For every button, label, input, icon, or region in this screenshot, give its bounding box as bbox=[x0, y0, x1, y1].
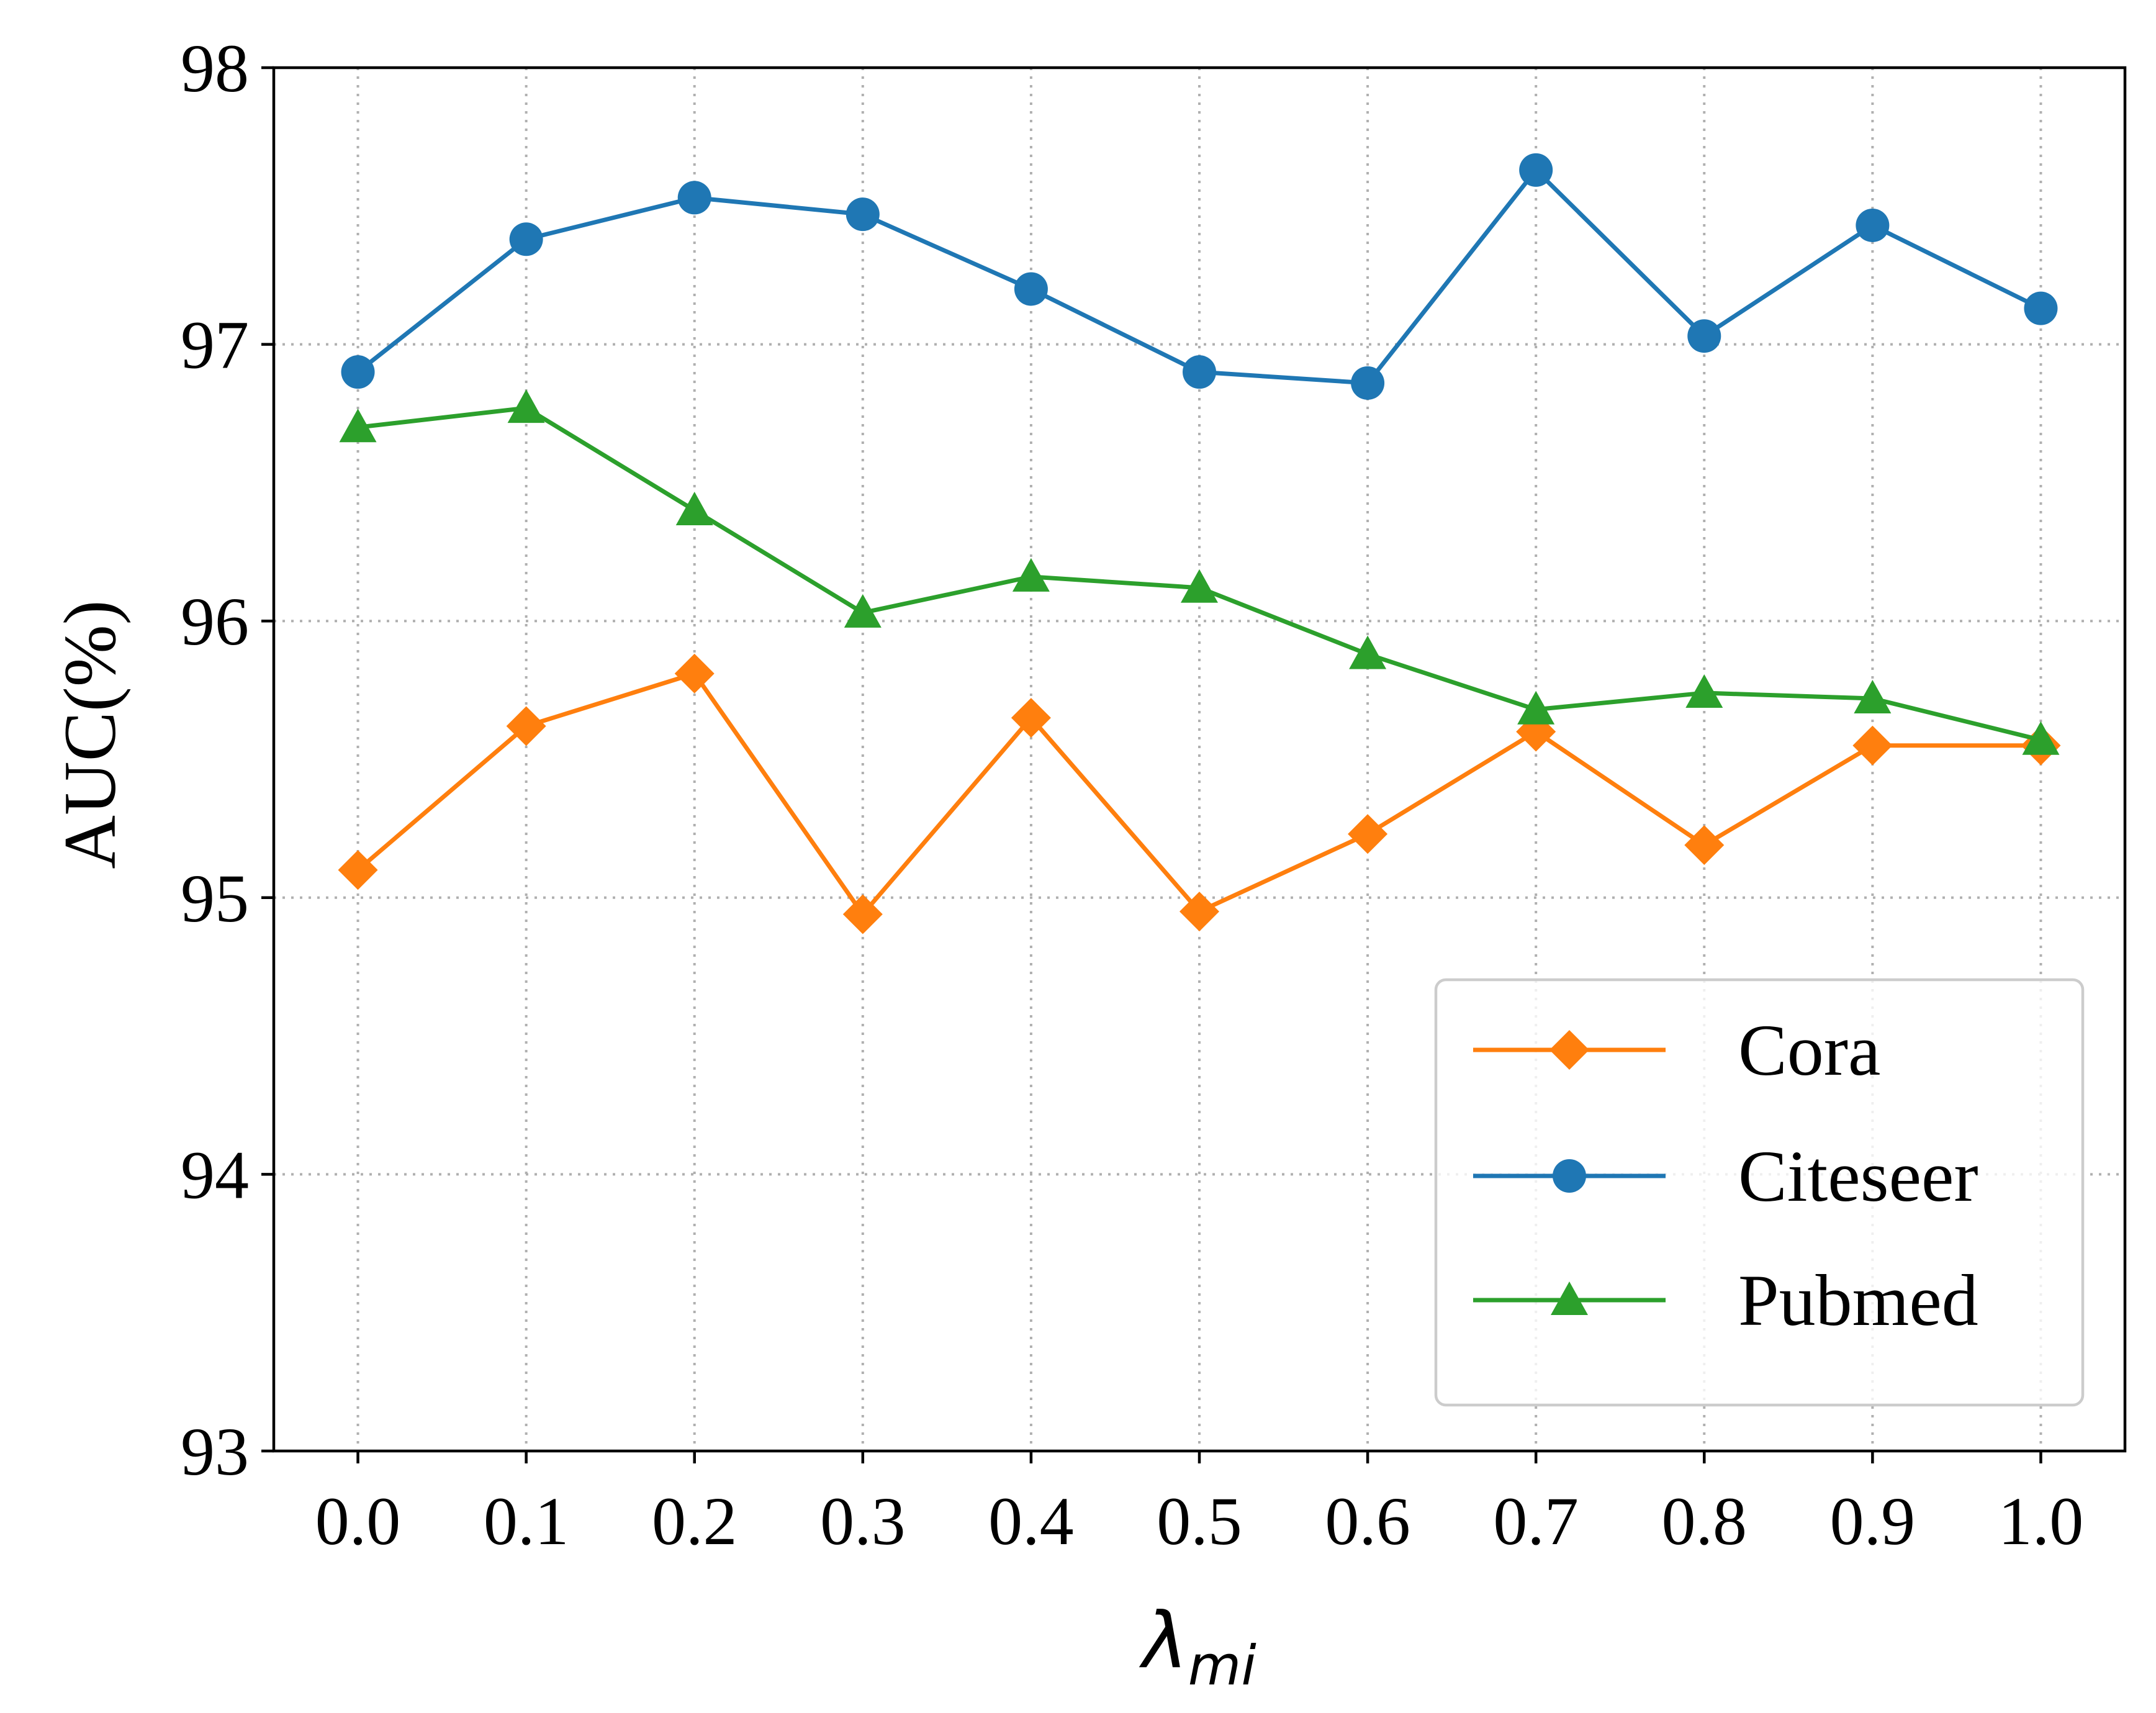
legend-marker-citeseer bbox=[1553, 1159, 1586, 1193]
x-tick-label: 0.3 bbox=[820, 1483, 906, 1559]
data-point-cora bbox=[674, 653, 715, 694]
data-point-cora bbox=[506, 706, 546, 746]
legend: Cora Citeseer Pubmed bbox=[1434, 978, 2085, 1407]
x-tick-label: 0.1 bbox=[484, 1483, 569, 1559]
x-tick-label: 0.7 bbox=[1493, 1483, 1579, 1559]
x-tick-label: 1.0 bbox=[1998, 1483, 2084, 1559]
y-tick-label: 93 bbox=[181, 1414, 249, 1489]
data-point-pubmed bbox=[1181, 569, 1218, 603]
y-tick-label: 97 bbox=[181, 307, 249, 383]
y-axis-label: AUC(%) bbox=[48, 600, 131, 869]
y-tick-label: 98 bbox=[181, 30, 249, 106]
data-point-citeseer bbox=[1183, 355, 1216, 389]
x-tick-label: 0.9 bbox=[1830, 1483, 1916, 1559]
data-point-pubmed bbox=[1349, 635, 1387, 669]
legend-item-pubmed: Pubmed bbox=[1473, 1260, 1978, 1341]
data-point-pubmed bbox=[339, 409, 377, 443]
legend-label-pubmed: Pubmed bbox=[1738, 1260, 1978, 1341]
data-point-cora bbox=[338, 850, 378, 890]
data-point-pubmed bbox=[507, 389, 545, 423]
data-point-cora bbox=[1179, 892, 1219, 932]
data-point-cora bbox=[1852, 725, 1893, 766]
y-tick-label: 94 bbox=[181, 1137, 249, 1213]
x-tick-label: 0.5 bbox=[1157, 1483, 1242, 1559]
x-tick-label: 0.0 bbox=[315, 1483, 401, 1559]
data-point-pubmed bbox=[675, 491, 713, 525]
series-group bbox=[338, 153, 2061, 934]
data-point-cora bbox=[1011, 698, 1051, 738]
x-tick-label: 0.8 bbox=[1662, 1483, 1748, 1559]
data-point-citeseer bbox=[2024, 291, 2058, 325]
data-point-cora bbox=[1684, 825, 1725, 866]
data-point-cora bbox=[842, 894, 883, 934]
data-point-citeseer bbox=[1856, 208, 1890, 242]
data-point-citeseer bbox=[677, 181, 711, 215]
legend-label-citeseer: Citeseer bbox=[1738, 1136, 1978, 1217]
legend-label-cora: Cora bbox=[1738, 1010, 1880, 1091]
x-tick-label: 0.2 bbox=[652, 1483, 737, 1559]
axis-ticks: 0.0 0.1 0.2 0.3 0.4 0.5 0.6 0.7 0.8 0.9 1.0 93 94 95 9… bbox=[181, 30, 2083, 1559]
data-point-citeseer bbox=[1351, 366, 1385, 400]
data-point-pubmed bbox=[844, 594, 882, 628]
data-point-pubmed bbox=[1517, 690, 1555, 725]
series-citeseer bbox=[341, 153, 2058, 400]
x-axis-label: λmi bbox=[1139, 1596, 1256, 1697]
data-point-citeseer bbox=[1014, 272, 1048, 306]
legend-item-cora: Cora bbox=[1473, 1010, 1880, 1091]
x-axis-label-symbol: λ bbox=[1139, 1596, 1188, 1686]
y-tick-label: 95 bbox=[181, 861, 249, 936]
data-point-pubmed bbox=[2022, 721, 2060, 755]
legend-marker-cora bbox=[1549, 1030, 1589, 1070]
series-pubmed bbox=[339, 389, 2060, 755]
legend-item-citeseer: Citeseer bbox=[1473, 1136, 1978, 1217]
data-point-pubmed bbox=[1854, 679, 1892, 713]
data-point-citeseer bbox=[1687, 319, 1721, 353]
data-point-citeseer bbox=[846, 197, 880, 232]
data-point-pubmed bbox=[1012, 558, 1050, 592]
data-point-pubmed bbox=[1685, 674, 1723, 708]
x-tick-label: 0.4 bbox=[988, 1483, 1074, 1559]
x-axis-label-subscript: mi bbox=[1188, 1634, 1257, 1697]
data-point-citeseer bbox=[509, 222, 543, 256]
x-tick-label: 0.6 bbox=[1325, 1483, 1410, 1559]
y-tick-label: 96 bbox=[181, 584, 249, 659]
data-point-citeseer bbox=[341, 355, 375, 389]
data-point-cora bbox=[1348, 814, 1388, 854]
data-point-citeseer bbox=[1519, 153, 1553, 187]
legend-marker-pubmed bbox=[1551, 1281, 1588, 1315]
